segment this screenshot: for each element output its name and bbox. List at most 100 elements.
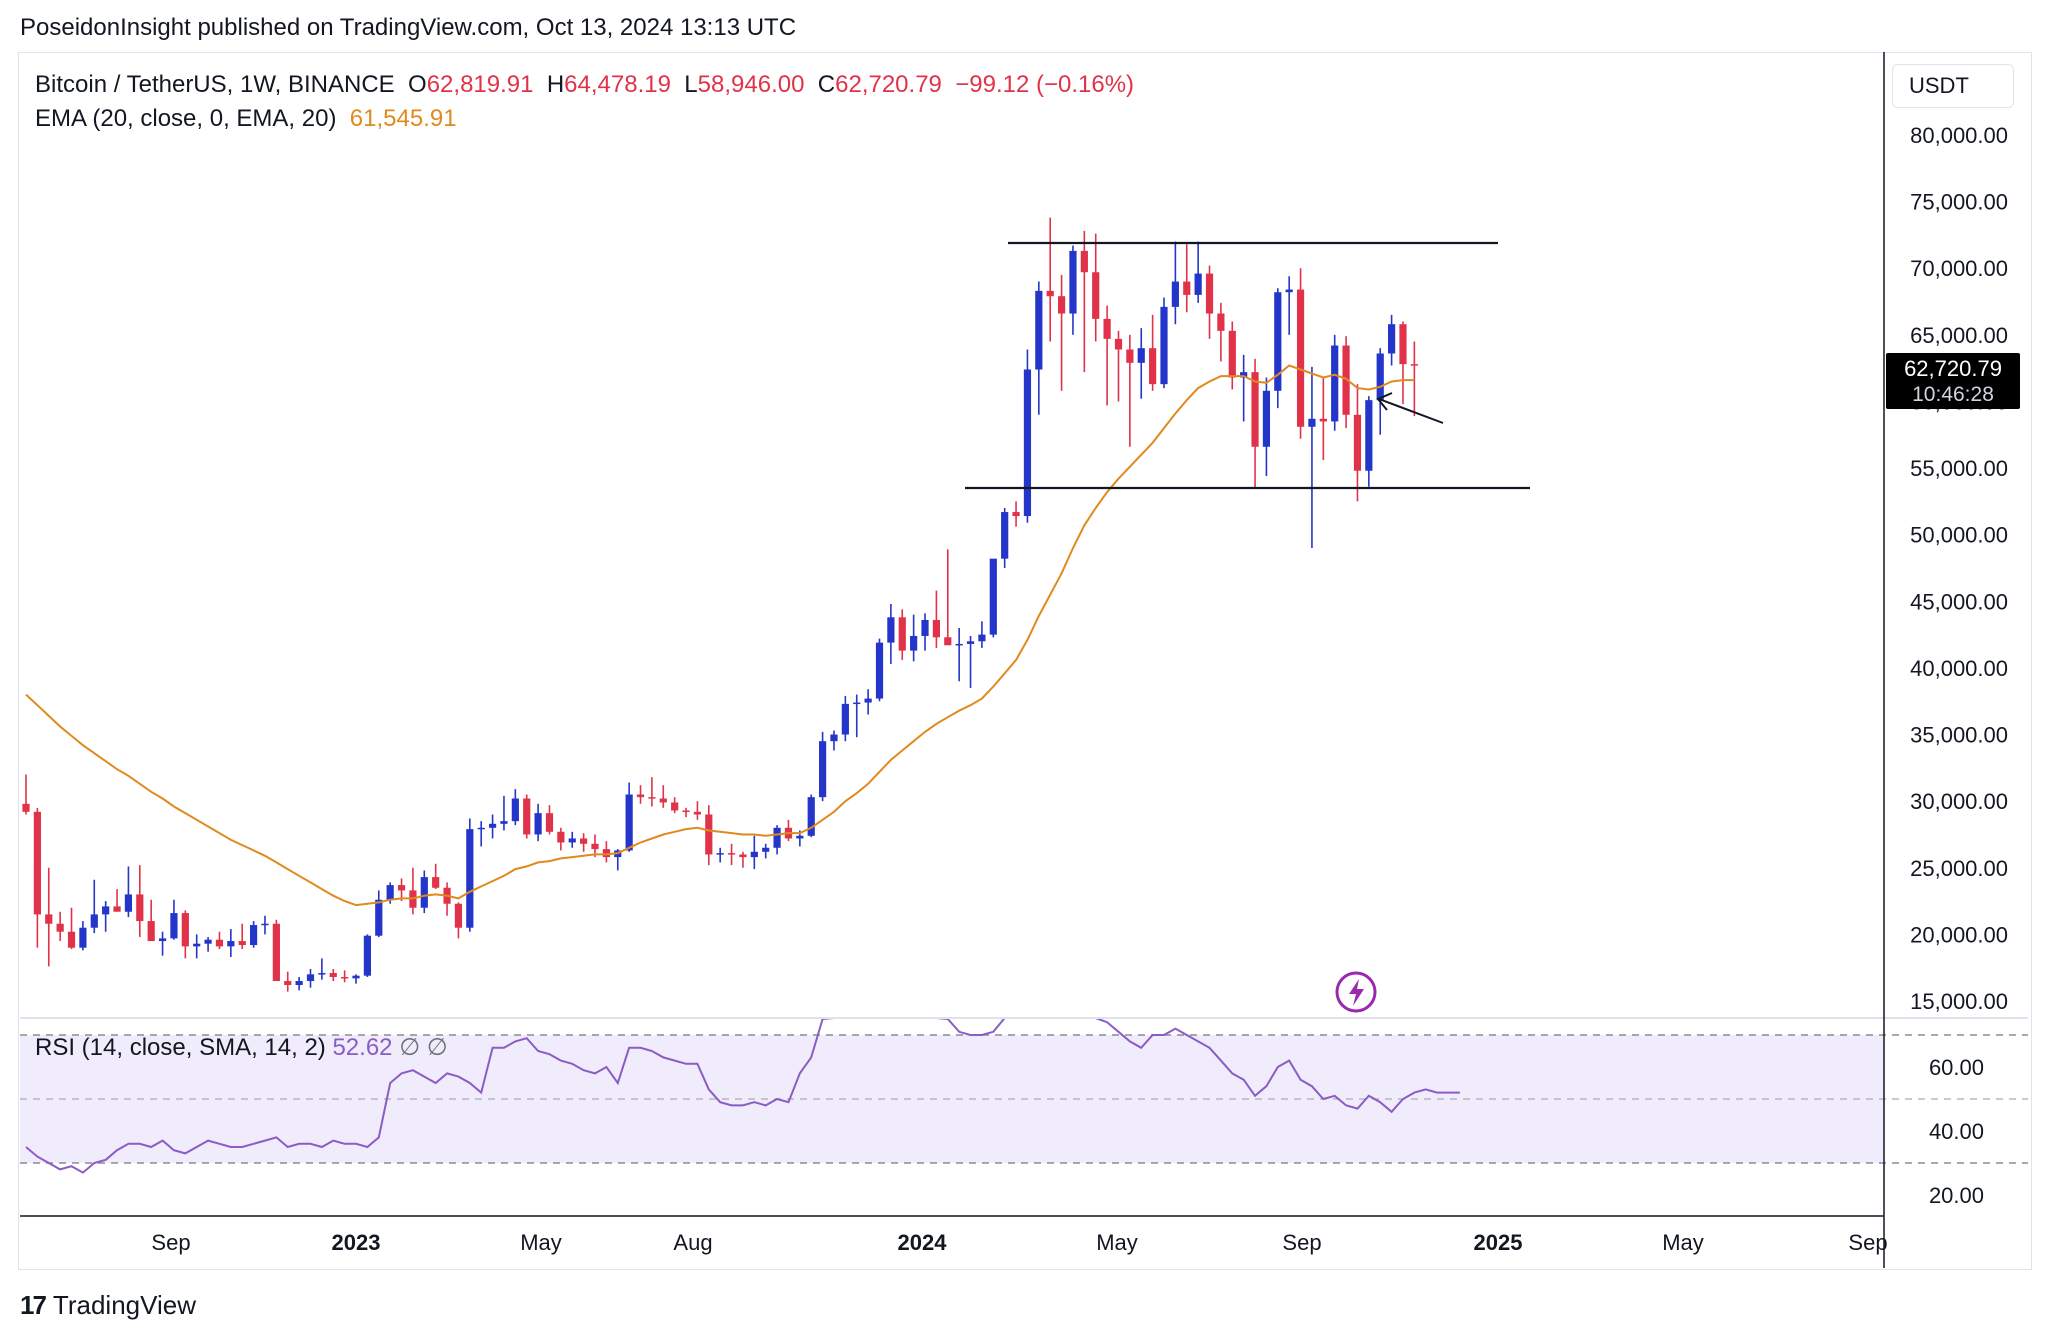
candle-73	[853, 694, 861, 738]
price-tick-label: 40,000.00	[1910, 656, 2008, 681]
rsi-tick-label: 60.00	[1929, 1055, 1984, 1080]
published-header: PoseidonInsight published on TradingView…	[20, 14, 797, 41]
candle-111	[1285, 276, 1293, 335]
time-tick-label: Sep	[1848, 1230, 1887, 1255]
candle-49	[580, 833, 588, 852]
candle-100	[1160, 297, 1168, 389]
price-tick-label: 75,000.00	[1910, 190, 2008, 215]
arrow-annotation	[1376, 392, 1444, 424]
candle-34	[409, 867, 417, 915]
candle-10	[136, 865, 144, 938]
candle-90	[1046, 217, 1054, 342]
candle-84	[978, 621, 986, 648]
candle-37	[443, 882, 451, 916]
last-price-tag: 62,720.79 10:46:28	[1886, 353, 2020, 409]
symbol-label: Bitcoin / TetherUS, 1W, BINANCE	[35, 71, 395, 98]
candle-65	[762, 843, 770, 859]
candle-27	[329, 969, 337, 982]
ema-row: EMA (20, close, 0, EMA, 20) 61,545.91	[35, 102, 1134, 136]
time-tick-label: 2025	[1474, 1230, 1523, 1255]
candle-2	[45, 867, 53, 967]
candle-28	[341, 970, 349, 983]
candle-19	[238, 923, 246, 950]
candle-26	[318, 958, 326, 980]
candle-20	[250, 921, 258, 948]
time-tick-label: Sep	[151, 1230, 190, 1255]
candle-48	[568, 831, 576, 848]
candle-96	[1114, 330, 1123, 402]
candle-24	[295, 977, 303, 991]
candle-76	[887, 603, 895, 664]
candle-21	[261, 915, 269, 935]
candle-109	[1262, 377, 1271, 477]
price-tick-label: 65,000.00	[1910, 323, 2008, 348]
candle-64	[750, 835, 758, 870]
candle-70	[819, 731, 827, 802]
candle-31	[375, 890, 383, 938]
candle-30	[363, 934, 371, 978]
tradingview-logo-icon: 17	[20, 1290, 47, 1320]
candle-79	[921, 613, 929, 651]
candle-35	[420, 870, 428, 914]
candle-75	[875, 638, 884, 702]
rsi-tick-label: 20.00	[1929, 1183, 1984, 1208]
bar-countdown: 10:46:28	[1912, 383, 1994, 406]
change-value: −99.12 (−0.16%)	[955, 71, 1135, 98]
candle-3	[56, 911, 64, 942]
candle-121	[1399, 321, 1407, 405]
candle-38	[454, 902, 463, 939]
candle-43	[511, 789, 519, 826]
candle-77	[898, 609, 906, 660]
rsi-line	[25, 1017, 1460, 1174]
candle-95	[1103, 305, 1111, 406]
candle-4	[67, 907, 76, 950]
rsi-tick-label: 40.00	[1929, 1119, 1984, 1144]
candle-93	[1080, 230, 1088, 373]
ema-line	[25, 364, 1415, 907]
candle-88	[1023, 349, 1032, 523]
candle-40	[477, 821, 485, 847]
candle-51	[602, 841, 610, 863]
candle-74	[864, 689, 872, 715]
candle-62	[727, 843, 736, 866]
price-tick-label: 70,000.00	[1910, 256, 2008, 281]
currency-button[interactable]: USDT	[1892, 64, 2014, 108]
rsi-label: RSI (14, close, SMA, 14, 2)	[35, 1034, 326, 1061]
candle-115	[1331, 334, 1339, 431]
candle-99	[1149, 314, 1157, 391]
candle-98	[1137, 328, 1145, 399]
candle-104	[1205, 265, 1214, 339]
rsi-na-2: ∅	[426, 1034, 448, 1061]
candle-61	[716, 847, 724, 863]
time-tick-label: 2023	[332, 1230, 381, 1255]
candle-8	[113, 889, 121, 912]
candle-89	[1035, 281, 1043, 415]
candle-101	[1171, 241, 1179, 325]
price-tick-label: 30,000.00	[1910, 789, 2008, 814]
candle-94	[1092, 233, 1100, 342]
rsi-axis-ticks: 60.00 40.00 20.00	[1929, 1055, 1984, 1208]
lightning-icon[interactable]	[1335, 971, 1377, 1013]
candle-114	[1319, 377, 1327, 461]
time-tick-label: May	[1096, 1230, 1138, 1255]
candle-54	[636, 785, 645, 804]
price-tick-label: 20,000.00	[1910, 922, 2008, 947]
time-tick-label: May	[520, 1230, 562, 1255]
candle-22	[272, 919, 280, 982]
candle-11	[147, 899, 155, 942]
candle-5	[79, 921, 87, 951]
ema-value: 61,545.91	[349, 105, 457, 132]
candle-59	[693, 801, 702, 820]
last-price: 62,720.79	[1904, 356, 2002, 381]
candle-18	[227, 929, 235, 958]
candle-78	[910, 614, 918, 662]
candle-69	[807, 794, 815, 838]
candle-72	[841, 695, 849, 742]
candle-117	[1353, 384, 1362, 502]
candle-39	[466, 818, 474, 932]
candle-103	[1194, 241, 1202, 303]
candle-112	[1296, 268, 1305, 439]
candle-107	[1240, 354, 1248, 422]
candle-15	[193, 934, 201, 959]
